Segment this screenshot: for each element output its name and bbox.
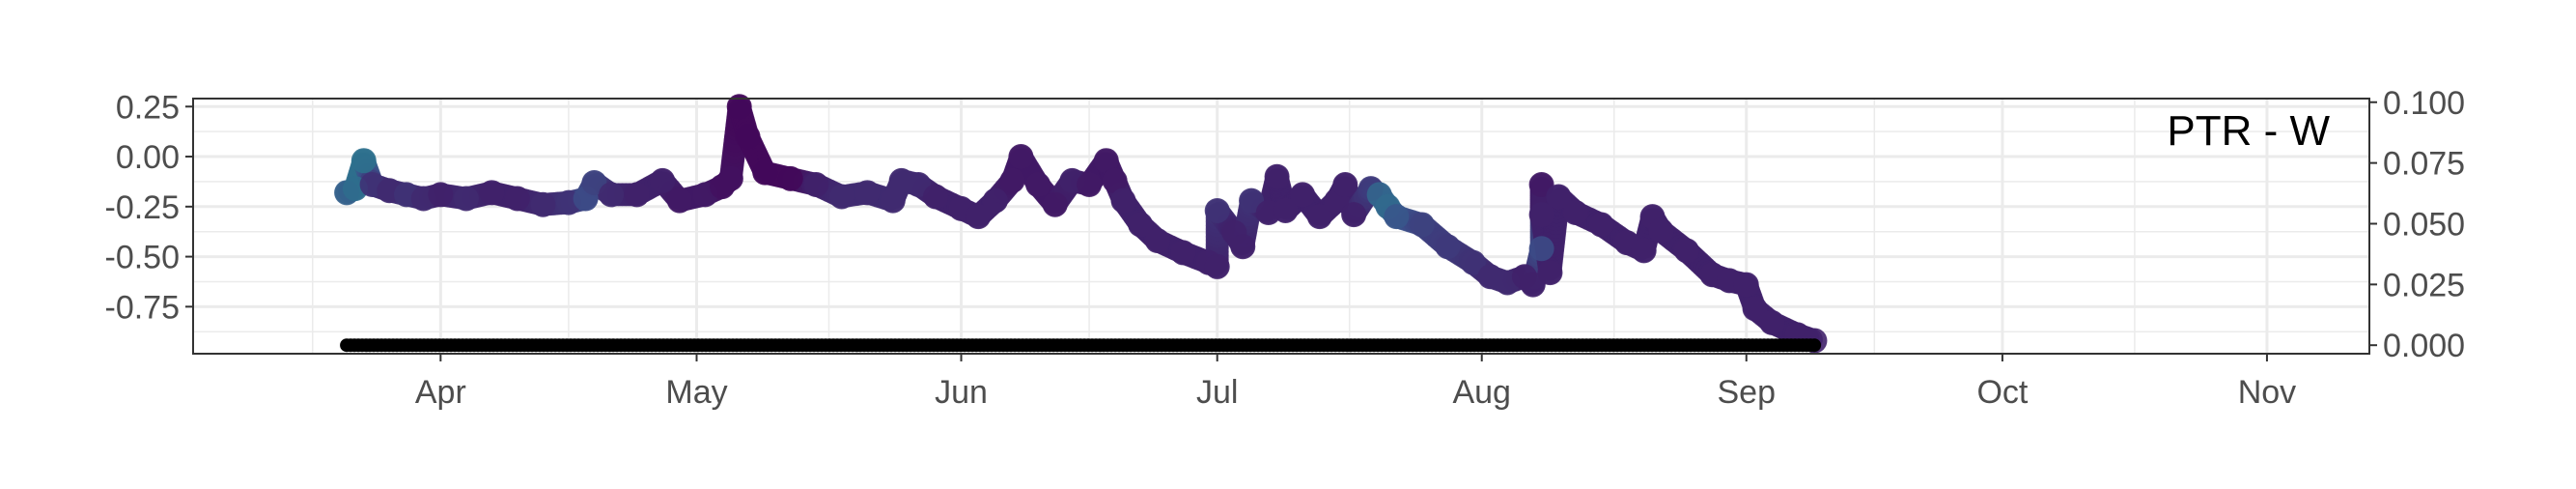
data-point — [1170, 240, 1196, 266]
y-left-tick-label: 0.25 — [116, 89, 180, 126]
data-point — [828, 184, 854, 210]
x-tick-label: Nov — [2238, 374, 2296, 411]
series-point-layer — [334, 94, 1828, 354]
data-point — [982, 187, 1008, 214]
data-point — [803, 172, 829, 198]
data-point — [1759, 309, 1785, 335]
data-point — [1102, 167, 1128, 193]
data-point — [1384, 204, 1410, 230]
data-point — [777, 165, 803, 191]
data-point — [1341, 202, 1367, 228]
x-tick-label: Apr — [415, 374, 466, 411]
data-point — [717, 165, 743, 191]
y-left-tick-label: 0.00 — [116, 139, 180, 176]
data-point — [1588, 212, 1614, 238]
data-point — [1077, 172, 1103, 198]
data-point — [428, 182, 454, 208]
y-right-tick-label: 0.025 — [2383, 267, 2465, 303]
data-point — [1648, 217, 1674, 244]
gridlines — [193, 99, 2369, 354]
panel-background — [193, 99, 2369, 354]
data-point — [1742, 296, 1768, 322]
data-point — [966, 204, 992, 230]
data-point — [1025, 172, 1051, 198]
data-point — [1562, 200, 1588, 226]
data-point — [350, 148, 377, 174]
data-point — [1042, 191, 1068, 217]
data-point — [1093, 148, 1119, 174]
y-left-tick-label: -0.50 — [105, 240, 181, 276]
data-point — [752, 159, 778, 186]
x-tick-label: May — [665, 374, 727, 411]
data-point — [666, 187, 692, 214]
data-point — [1631, 238, 1657, 264]
data-point — [1733, 272, 1759, 298]
data-point — [1204, 197, 1230, 223]
data-point — [1204, 253, 1230, 279]
data-point — [1128, 212, 1154, 238]
data-point — [599, 182, 625, 208]
x-tick-label: Sep — [1717, 374, 1776, 411]
data-point — [650, 167, 676, 193]
data-point — [1460, 249, 1486, 275]
data-point — [726, 94, 752, 120]
data-point — [1264, 163, 1290, 189]
axes: 0.25 0.00 -0.25 -0.50 -0.75 0.100 0.075 0.050 0.… — [105, 85, 2466, 411]
data-point — [1537, 260, 1563, 286]
y-right-tick-label: 0.075 — [2383, 146, 2465, 183]
panel-label: PTR - W — [2167, 107, 2330, 155]
data-point — [1290, 182, 1316, 208]
data-point — [1528, 236, 1554, 262]
y-left-tick-label: -0.25 — [105, 189, 181, 226]
data-point — [923, 184, 949, 210]
data-point — [1306, 204, 1332, 230]
y-right-tick-label: 0.050 — [2383, 206, 2465, 243]
data-point — [1110, 187, 1136, 214]
panel-border — [192, 98, 2370, 355]
data-point — [735, 124, 761, 150]
x-tick-label: Aug — [1452, 374, 1511, 411]
data-point — [530, 191, 556, 217]
data-point — [1008, 144, 1034, 170]
data-point — [1332, 172, 1358, 198]
data-point — [999, 167, 1025, 193]
data-point — [624, 182, 650, 208]
data-point — [1273, 197, 1299, 223]
x-tick-label: Oct — [1976, 374, 2028, 411]
data-point — [1230, 234, 1256, 260]
data-point — [854, 180, 881, 206]
y-left-tick-label: -0.75 — [105, 289, 181, 326]
data-point — [1546, 184, 1572, 210]
data-point — [1409, 212, 1435, 238]
data-point — [453, 186, 479, 212]
data-point — [1144, 228, 1170, 254]
data-point — [880, 187, 906, 214]
data-point — [1673, 238, 1699, 264]
data-point — [1528, 202, 1554, 228]
zero-series-layer — [340, 338, 1822, 353]
y-right-tick-label: 0.100 — [2383, 85, 2465, 122]
data-point — [504, 186, 530, 212]
x-tick-label: Jul — [1196, 374, 1238, 411]
data-point — [479, 180, 505, 206]
y-right-tick-label: 0.000 — [2383, 328, 2465, 364]
x-tick-label: Jun — [935, 374, 988, 411]
data-point — [1435, 234, 1461, 260]
zero-point — [1807, 338, 1822, 353]
